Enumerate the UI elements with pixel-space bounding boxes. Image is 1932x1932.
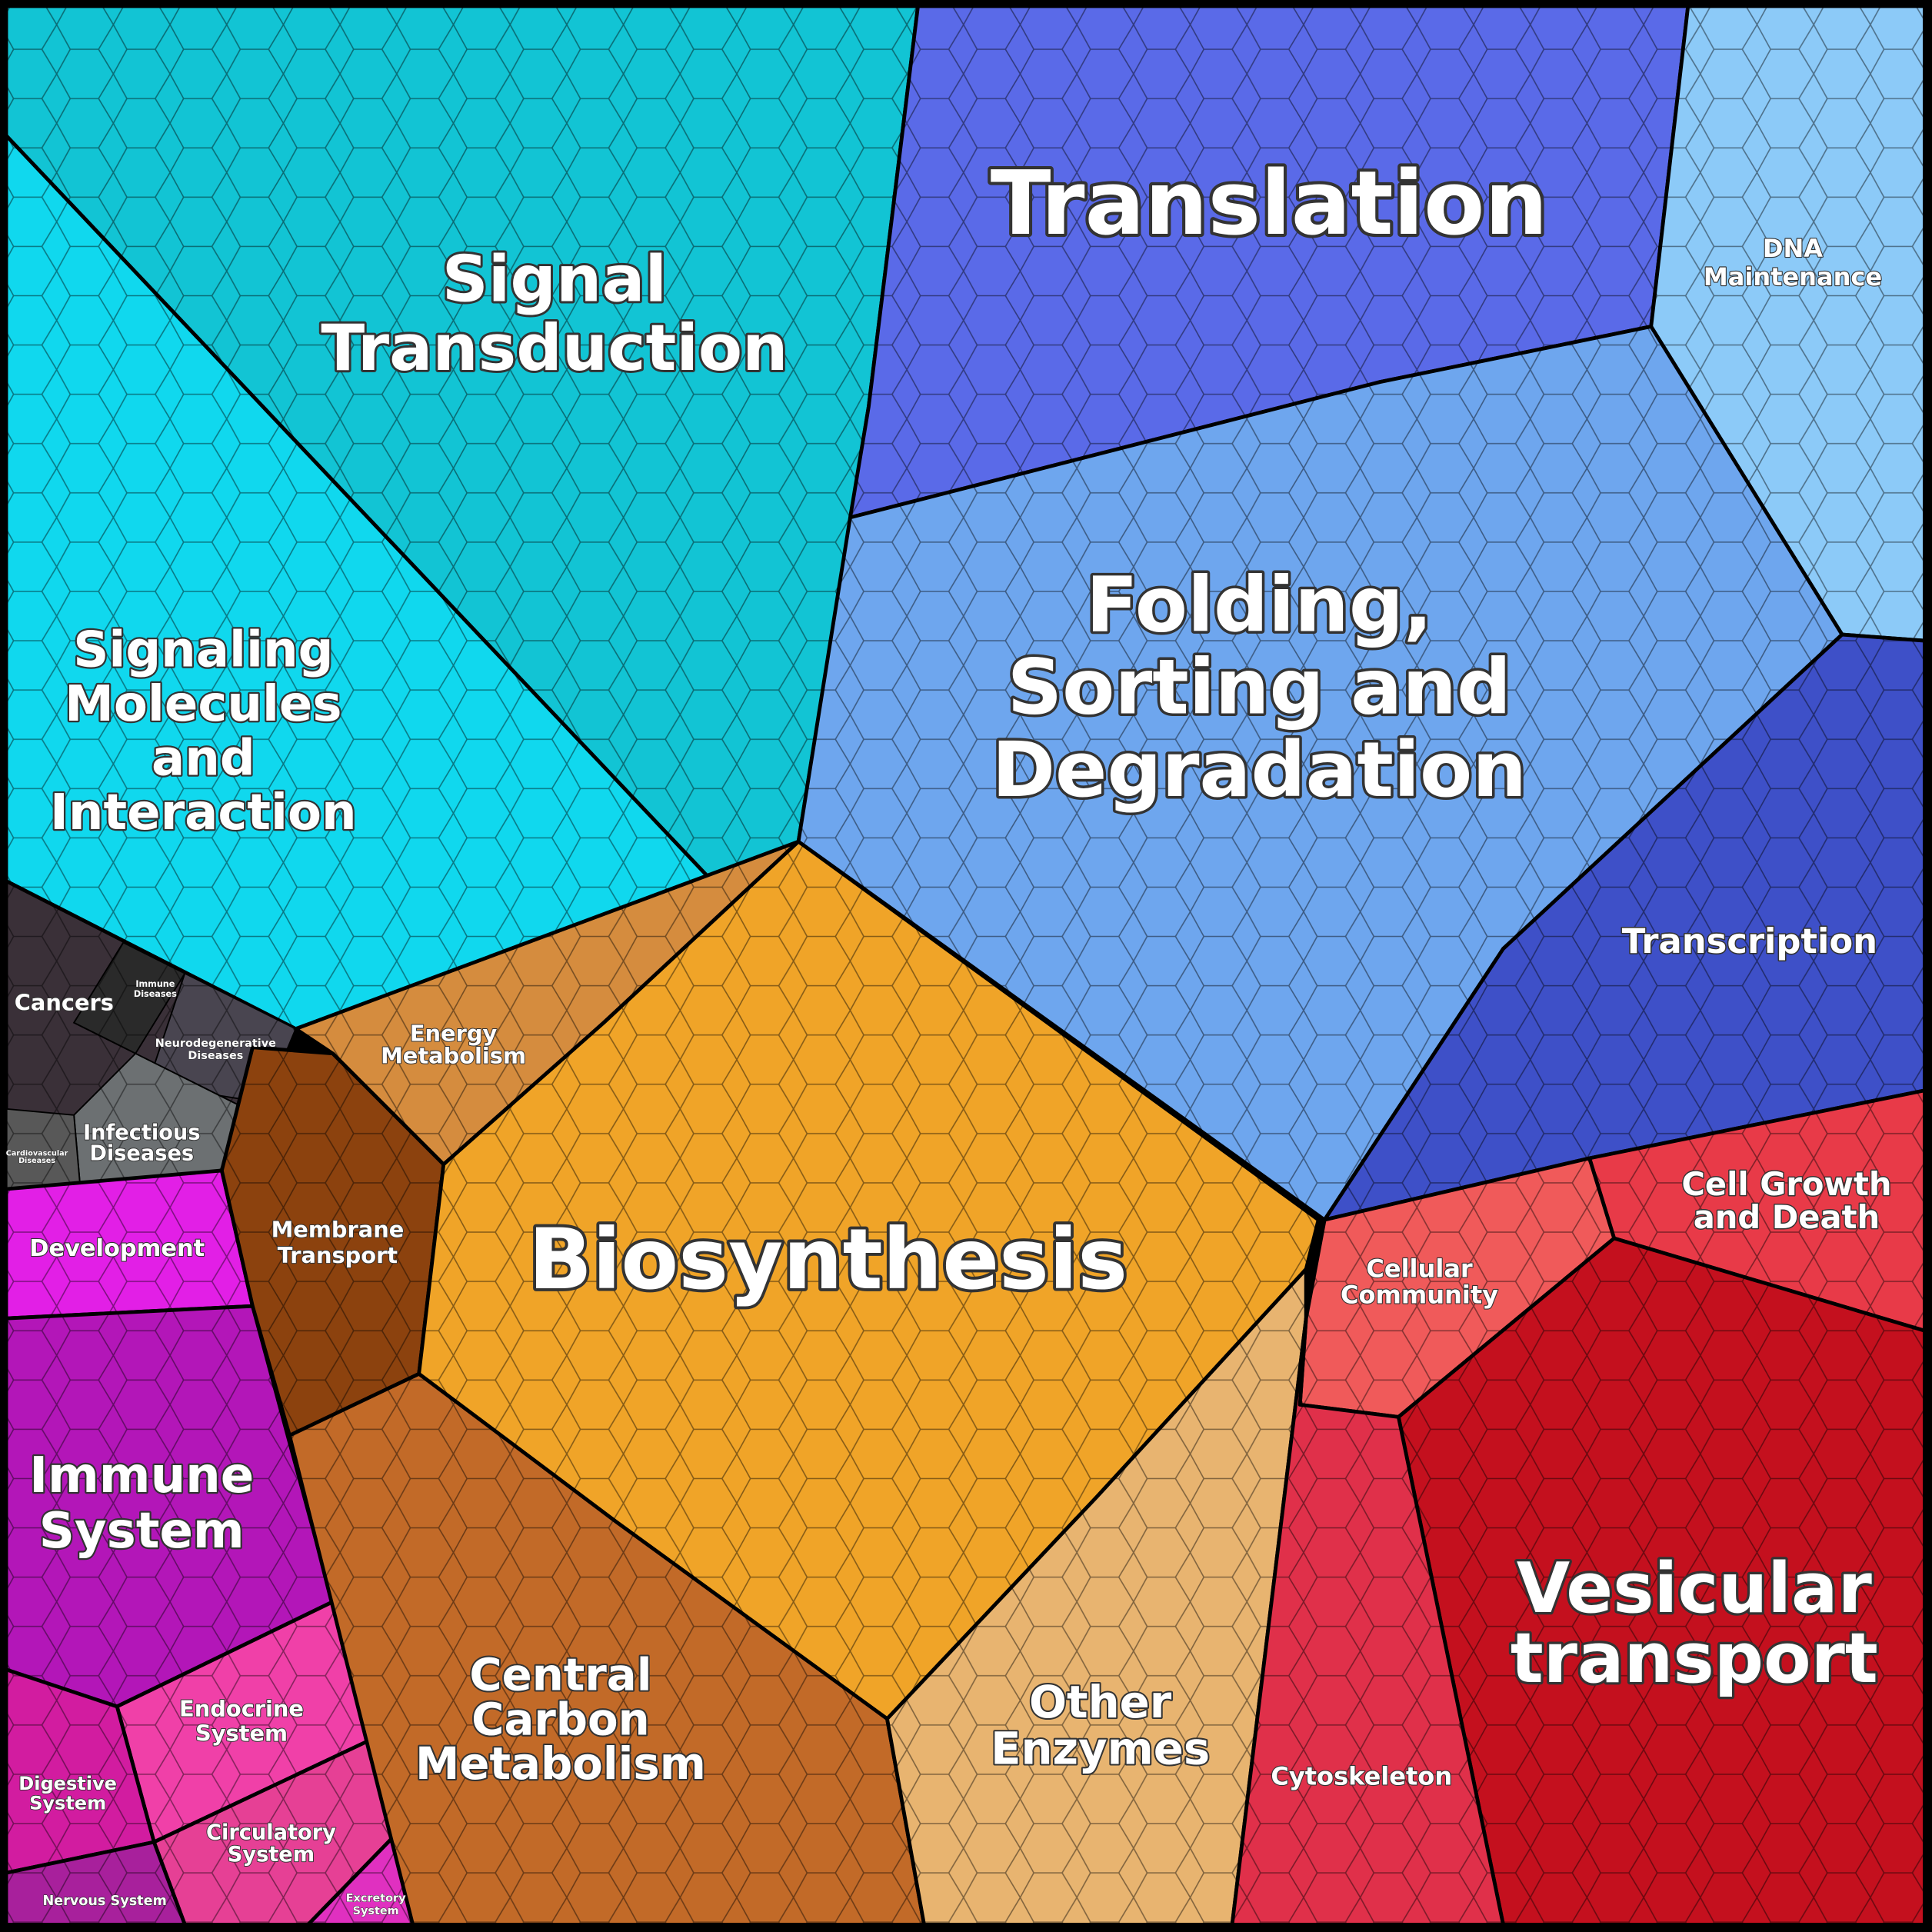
region-label: Enzymes xyxy=(991,1723,1210,1775)
region-label: Diseases xyxy=(89,1142,194,1166)
region-label: Circulatory xyxy=(206,1820,336,1844)
region-label: Immune xyxy=(135,979,175,989)
region-label: Membrane xyxy=(271,1216,405,1242)
region-label: Energy xyxy=(410,1021,498,1047)
region-label: Transport xyxy=(278,1242,398,1268)
region-label: Endocrine xyxy=(179,1696,304,1722)
region-label: Cellular xyxy=(1366,1254,1473,1284)
region-label: Transduction xyxy=(321,311,788,385)
region-label: Cardiovascular xyxy=(6,1150,68,1158)
region-label: Molecules xyxy=(65,676,341,733)
region-label: Carbon xyxy=(471,1693,650,1745)
region-label: Diseases xyxy=(134,989,177,999)
region-label: Excretory xyxy=(346,1893,406,1905)
region-label: and Death xyxy=(1694,1198,1880,1236)
region-label: Interaction xyxy=(50,784,357,841)
region-label: Transcription xyxy=(1622,921,1877,961)
region-label: Development xyxy=(29,1235,205,1262)
region-label: Nervous System xyxy=(42,1894,166,1909)
region-label: System xyxy=(195,1720,288,1747)
region-label: Diseases xyxy=(188,1050,243,1062)
region-label: Vesicular xyxy=(1517,1549,1872,1629)
region-label: Sorting and xyxy=(1008,644,1511,732)
region-label: Other xyxy=(1029,1676,1172,1728)
region-label: Infectious xyxy=(83,1121,201,1144)
region-label: Metabolism xyxy=(381,1043,526,1069)
region-label: Degradation xyxy=(992,726,1527,814)
region-label: Cell Growth xyxy=(1681,1165,1891,1203)
region-label: Community xyxy=(1341,1280,1498,1309)
region-label: System xyxy=(228,1843,315,1867)
region-label: Neurodegenerative xyxy=(155,1038,276,1050)
region-label: Folding, xyxy=(1086,561,1433,649)
region-label: System xyxy=(29,1792,106,1814)
region-label: Diseases xyxy=(18,1157,55,1165)
region-label: Metabolism xyxy=(415,1737,706,1790)
region-label: Signaling xyxy=(73,622,333,679)
region-label: Maintenance xyxy=(1704,262,1882,291)
region-label: System xyxy=(353,1905,399,1917)
region-label: Translation xyxy=(991,152,1548,255)
cell-texture xyxy=(6,6,1926,1926)
region-label: Cytoskeleton xyxy=(1271,1762,1452,1791)
region-label: Biosynthesis xyxy=(528,1211,1128,1308)
region-label: Immune xyxy=(29,1447,254,1504)
region-label: System xyxy=(39,1503,245,1560)
region-label: transport xyxy=(1511,1619,1878,1699)
labels: SignalTransductionSignalingMoleculesandI… xyxy=(5,149,1893,1917)
region-label: and xyxy=(152,731,255,788)
region-label: Central xyxy=(469,1649,651,1701)
region-label: Cancers xyxy=(15,990,114,1016)
region-label: DNA xyxy=(1763,234,1823,263)
region-label: Signal xyxy=(442,242,667,316)
region-label: Digestive xyxy=(18,1773,117,1794)
